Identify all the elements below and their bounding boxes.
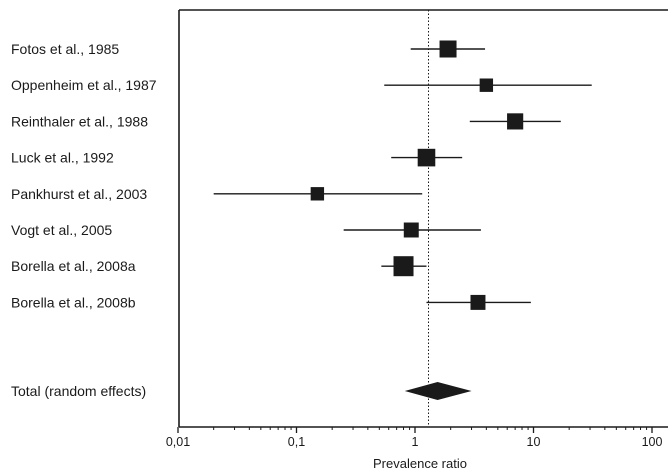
point-estimate-marker <box>393 256 414 277</box>
point-estimate-marker <box>310 187 325 201</box>
study-label: Fotos et al., 1985 <box>11 41 119 57</box>
point-estimate-marker <box>439 40 457 58</box>
study-row: Borella et al., 2008a <box>11 256 427 277</box>
major-ticks: 0,01 0,1 1 10 100 <box>166 427 663 449</box>
x-axis-tick-label: 1 <box>412 435 419 449</box>
study-label: Borella et al., 2008a <box>11 258 136 274</box>
point-estimate-marker <box>507 113 524 130</box>
x-axis-tick-label: 100 <box>642 435 663 449</box>
study-label: Luck et al., 1992 <box>11 150 114 166</box>
x-axis-tick-label: 0,1 <box>288 435 305 449</box>
x-axis-tick-label: 0,01 <box>166 435 190 449</box>
study-row: Borella et al., 2008b <box>11 294 531 310</box>
study-row: Vogt et al., 2005 <box>11 222 481 238</box>
x-axis-title: Prevalence ratio <box>373 456 467 470</box>
total-diamond <box>404 382 472 400</box>
total-row: Total (random effects) <box>11 382 472 400</box>
total-label: Total (random effects) <box>11 383 146 399</box>
study-row: Pankhurst et al., 2003 <box>11 186 423 202</box>
study-row: Oppenheim et al., 1987 <box>11 77 592 93</box>
study-label: Vogt et al., 2005 <box>11 222 112 238</box>
minor-ticks <box>213 427 648 430</box>
point-estimate-marker <box>470 294 486 310</box>
point-estimate-marker <box>417 148 436 167</box>
point-estimate-marker <box>479 78 494 92</box>
study-row: Reinthaler et al., 1988 <box>11 113 561 130</box>
study-label: Reinthaler et al., 1988 <box>11 113 148 129</box>
study-row: Fotos et al., 1985 <box>11 40 486 58</box>
plot-frame <box>178 9 668 428</box>
study-row: Luck et al., 1992 <box>11 148 463 167</box>
point-estimate-marker <box>403 222 419 238</box>
study-rows: Fotos et al., 1985 Oppenheim et al., 1987… <box>11 40 592 310</box>
study-label: Borella et al., 2008b <box>11 294 136 310</box>
x-axis-tick-label: 10 <box>527 435 541 449</box>
study-label: Pankhurst et al., 2003 <box>11 186 147 202</box>
study-label: Oppenheim et al., 1987 <box>11 77 157 93</box>
